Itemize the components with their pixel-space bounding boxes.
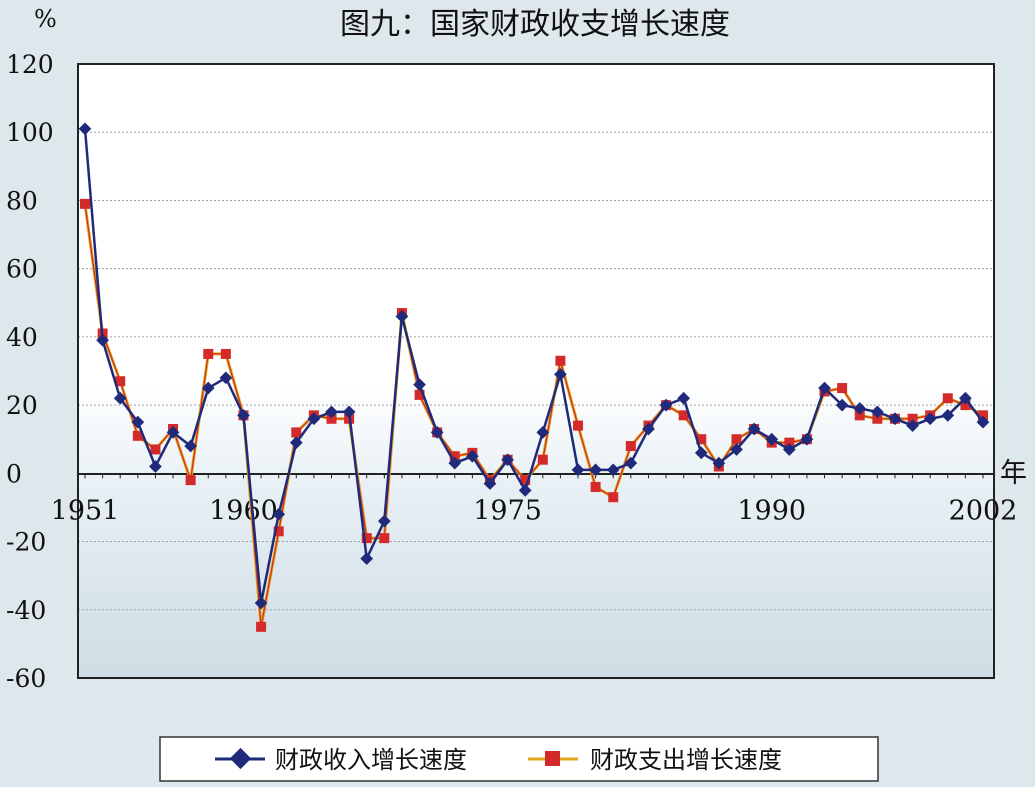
expenditure-point [854,410,865,421]
y-tick-label: 100 [6,118,54,147]
expenditure-point [115,376,126,387]
y-tick-label: 120 [6,50,54,79]
income-point [289,436,303,449]
x-axis-label: 年 [1000,458,1027,489]
expenditure-point [978,410,988,421]
legend-income-label: 财政收入增长速度 [275,746,467,774]
income-point [395,310,409,323]
series-line-expenditure-core [84,203,984,627]
expenditure-point [573,420,584,431]
x-tick-label: 1990 [737,495,806,526]
legend-income-diamond-icon [229,747,252,770]
y-tick-label: -40 [6,596,46,625]
income-point [501,453,514,467]
expenditure-point [625,441,636,452]
expenditure-point [784,437,795,448]
legend-expenditure-label: 财政支出增长速度 [590,746,782,774]
expenditure-point [837,383,848,394]
x-tick-label: 1951 [51,495,120,526]
income-point [113,391,127,405]
expenditure-point [132,430,143,441]
y-axis-unit: % [34,5,57,33]
expenditure-point [379,533,390,544]
expenditure-point [907,413,918,424]
series-line-income [83,128,985,604]
income-point [466,449,479,463]
y-tick-label: 40 [6,323,38,352]
expenditure-point [537,454,548,465]
expenditure-point [203,348,214,359]
chart-title: 图九：国家财政收支增长速度 [340,7,730,42]
y-axis-ticks: 120 100 80 60 40 20 0 -20 -40 -60 [6,50,54,693]
y-tick-label: -60 [6,664,46,693]
x-axis-ticks: 1951 1960 1975 1990 2002 [51,473,1018,526]
income-point [430,426,444,439]
income-point [96,333,109,347]
expenditure-point [326,413,337,424]
income-point [149,460,162,473]
x-tick-label: 1960 [209,495,278,526]
income-point [184,439,198,453]
expenditure-point [414,389,425,400]
expenditure-point [942,393,953,404]
income-point [237,408,250,422]
expenditure-point [555,355,566,366]
income-point [131,415,145,429]
expenditure-point [731,434,742,445]
legend-box [159,736,879,782]
expenditure-point [678,410,689,421]
series-income [78,122,990,610]
expenditure-point [361,533,372,544]
x-tick-label: 1975 [473,495,542,526]
income-point [483,477,497,490]
legend-expenditure-square-icon [545,751,560,766]
expenditure-point [273,526,284,537]
expenditure-point [520,475,531,486]
income-point [166,426,180,439]
x-tick-label: 2002 [949,495,1018,526]
y-tick-label: 0 [6,459,22,488]
legend: 财政收入增长速度 财政支出增长速度 [159,736,879,782]
y-tick-label: 60 [6,255,38,284]
expenditure-point [696,434,707,445]
expenditure-point [872,413,883,424]
expenditure-point [150,444,161,455]
expenditure-point [960,400,971,411]
expenditure-point [291,427,302,438]
expenditure-point [220,348,231,359]
expenditure-point [185,475,196,486]
income-point [325,405,338,419]
expenditure-point [256,621,267,632]
expenditure-point [590,481,601,492]
plot-area [78,64,994,678]
y-tick-label: -20 [6,528,46,557]
income-point [413,378,426,392]
expenditure-point [449,451,460,462]
income-point [307,412,321,426]
plot-frame [77,63,995,679]
gridlines [78,131,994,611]
income-point [219,371,233,385]
y-tick-label: 20 [6,391,38,420]
expenditure-point [608,492,619,503]
income-point [448,456,462,470]
y-tick-label: 80 [6,186,38,215]
income-point [201,381,215,395]
series-group [78,122,990,632]
income-point [342,405,356,419]
expenditure-point [80,198,90,209]
